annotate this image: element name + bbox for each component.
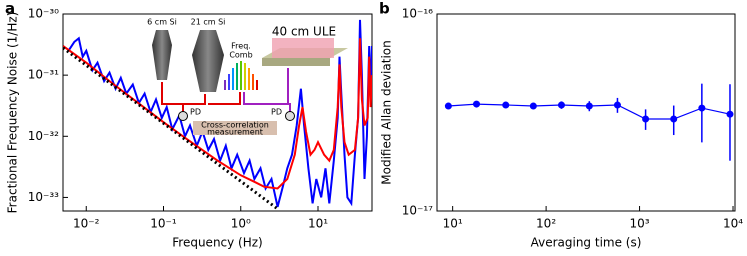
series-line — [68, 19, 372, 208]
y-tick-label: 10⁻³¹ — [28, 68, 59, 82]
x-tick-label: 10² — [536, 217, 556, 231]
annotation: measurement — [207, 128, 263, 137]
cavity-6cm — [152, 30, 172, 80]
annotation: Freq. — [231, 42, 251, 51]
x-tick-label: 10⁻¹ — [150, 217, 177, 231]
annotation: PD — [271, 108, 282, 117]
series-line — [63, 38, 372, 190]
x-tick-label: 10¹ — [443, 217, 463, 231]
y-tick-label: 10⁻³³ — [28, 190, 59, 204]
panel-label: b — [379, 0, 390, 18]
annotation: Cross-correlation — [201, 121, 269, 130]
x-tick-label: 10⁰ — [231, 217, 251, 231]
point — [529, 102, 537, 110]
point — [557, 101, 565, 109]
point — [726, 110, 734, 118]
annotation: 21 cm Si — [191, 18, 226, 27]
x-axis-label: Averaging time (s) — [531, 236, 642, 250]
point — [613, 101, 621, 109]
point — [502, 101, 510, 109]
y-tick-label: 10⁻¹⁷ — [402, 204, 433, 218]
setup-diagram: 6 cm Si 21 cm Si Freq.Comb 40 cm ULE PD PDCro… — [147, 18, 348, 137]
y-axis-label: Fractional Frequency Noise (1/Hz) — [6, 12, 20, 214]
panel-label: a — [5, 0, 15, 18]
x-tick-label: 10⁻² — [73, 217, 100, 231]
annotation: 40 cm ULE — [272, 25, 336, 39]
y-tick-label: 10⁻¹⁶ — [402, 7, 433, 21]
y-axis-label: Modified Allan deviation — [380, 40, 394, 184]
point — [698, 104, 706, 112]
point — [642, 115, 650, 123]
plot-frame — [436, 13, 736, 212]
annotation: PD — [190, 108, 201, 117]
point — [670, 115, 678, 123]
correlator — [193, 121, 277, 135]
point — [473, 100, 481, 108]
x-tick-label: 10⁴ — [723, 217, 743, 231]
annotation: Comb — [229, 51, 252, 60]
annotation: 6 cm Si — [147, 18, 177, 27]
x-axis-label: Frequency (Hz) — [172, 236, 263, 250]
y-tick-label: 10⁻³² — [28, 129, 59, 143]
plot-frame — [62, 13, 373, 212]
point — [444, 102, 452, 110]
cavity-21cm — [192, 30, 224, 92]
x-tick-label: 10¹ — [308, 217, 328, 231]
point — [585, 102, 593, 110]
comb-spectrum — [224, 61, 258, 90]
x-tick-label: 10³ — [630, 217, 650, 231]
ule-cavity — [272, 38, 334, 58]
y-tick-label: 10⁻³⁰ — [28, 7, 59, 21]
